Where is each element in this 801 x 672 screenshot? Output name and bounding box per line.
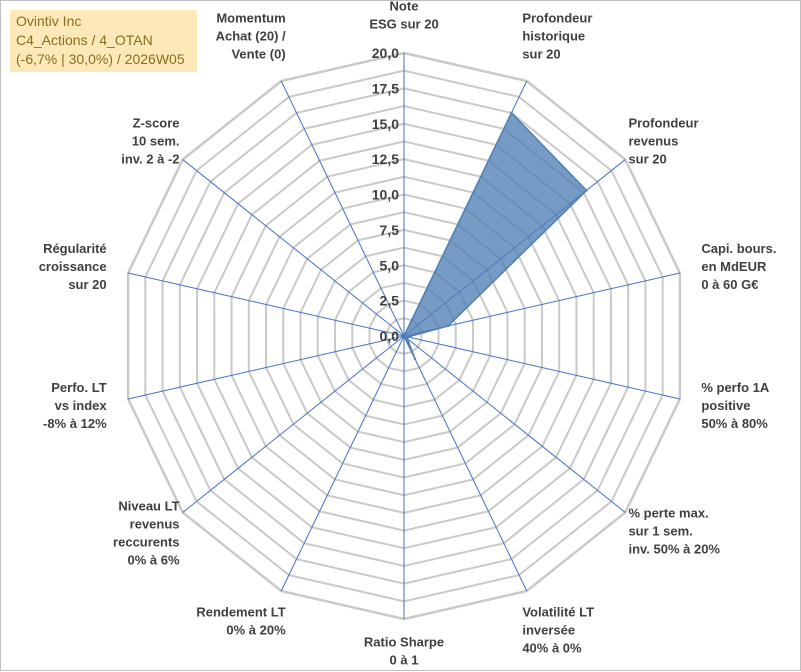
tick-label: 5,0 [380, 257, 400, 273]
data-point-capi-bours [446, 324, 450, 328]
chart-title-box: Ovintiv Inc C4_Actions / 4_OTAN (-6,7% |… [10, 10, 197, 72]
axis-spoke-perfo-1a [403, 335, 681, 400]
axis-spoke-perfo-lt-index [127, 335, 405, 400]
data-point-volatilite [413, 357, 417, 361]
axis-label-esg: Note ESG sur 20 [369, 1, 438, 32]
axis-spoke-volatilite [403, 335, 528, 592]
axis-label-niveau-revenus: Niveau LT revenus reccurents 0% à 6% [113, 498, 180, 567]
portfolio-category: C4_Actions / 4_OTAN [16, 32, 153, 48]
axis-label-perfo-1a: % perfo 1A positive 50% à 80% [701, 380, 770, 431]
data-point-perte-max [406, 337, 409, 340]
data-series-area [403, 111, 588, 360]
axis-spoke-rendement [280, 335, 405, 592]
axis-label-perfo-lt-index: Perfo. LT vs index -8% à 12% [43, 380, 107, 431]
tick-label: 20,0 [372, 45, 399, 61]
tick-label: 0,0 [380, 328, 400, 344]
axis-spoke-niveau-revenus [182, 335, 405, 513]
tick-label: 17,5 [372, 80, 399, 96]
tick-label: 15,0 [372, 116, 399, 132]
data-point-momentum [402, 334, 406, 338]
axis-label-zscore: Z-score 10 sem. inv. 2 à -2 [121, 115, 179, 166]
tick-label: 12,5 [372, 151, 399, 167]
axis-label-momentum: Momentum Achat (20) / Vente (0) [216, 11, 286, 62]
company-name: Ovintiv Inc [16, 13, 82, 29]
axis-label-volatilite: Volatilité LT inversée 40% à 0% [522, 604, 594, 655]
axis-spoke-momentum [280, 80, 405, 337]
data-point-profondeur-historique [510, 111, 513, 115]
axis-label-profondeur-revenus: Profondeur revenus sur 20 [628, 115, 698, 166]
axis-label-capi-bours: Capi. bours. en MdEUR 0 à 60 G€ [701, 241, 776, 292]
performance-week: (-6,7% | 30,0%) / 2026W05 [16, 51, 185, 67]
axis-label-ratio-sharpe: Ratio Sharpe 0 à 1 [364, 635, 444, 668]
tick-label: 2,5 [380, 293, 400, 309]
data-point-profondeur-revenus [585, 189, 588, 192]
axis-spoke-regularite [127, 272, 405, 337]
axis-label-regularite: Régularité croissance sur 20 [39, 241, 107, 292]
axis-label-perte-max: % perte max. sur 1 sem. inv. 50% à 20% [628, 506, 720, 557]
tick-label: 7,5 [380, 222, 400, 238]
axis-spoke-capi-bours [403, 272, 681, 337]
axis-spoke-perte-max [403, 335, 626, 513]
axis-spoke-zscore [182, 159, 405, 337]
axis-label-rendement: Rendement LT 0% à 20% [196, 604, 286, 637]
tick-label: 10,0 [372, 187, 399, 203]
axis-label-profondeur-historique: Profondeur historique sur 20 [522, 11, 592, 62]
